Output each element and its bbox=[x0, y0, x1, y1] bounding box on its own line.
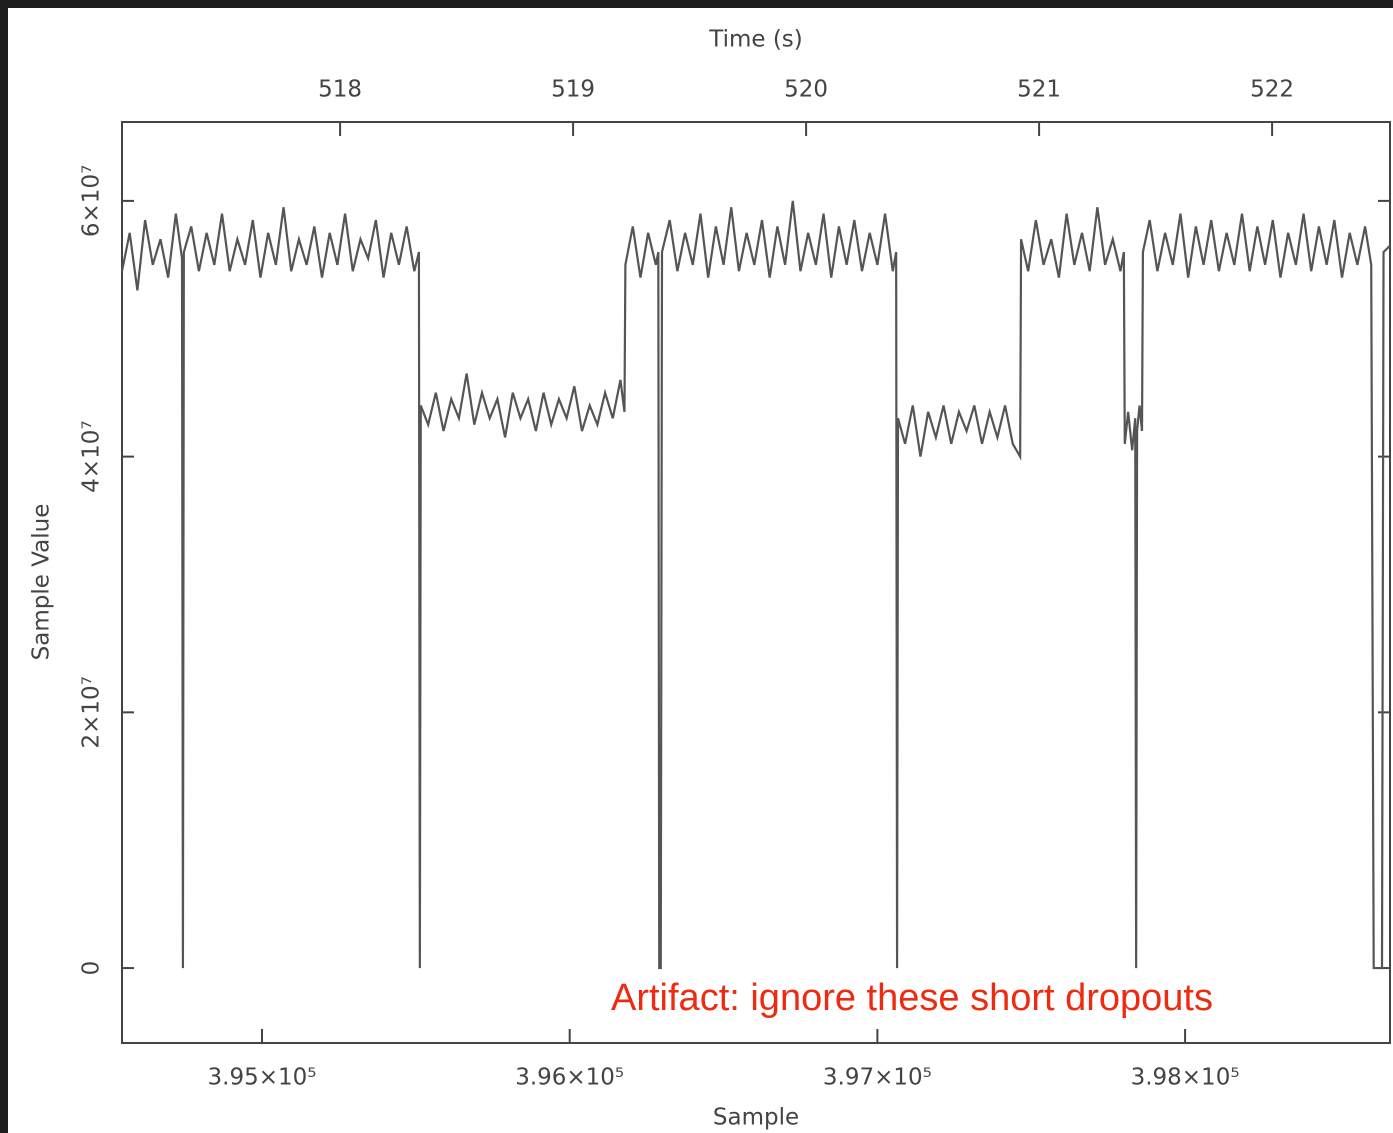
x-tick-label: 3.97×10⁵ bbox=[823, 1065, 932, 1091]
annotation: Artifact: ignore these short dropouts bbox=[611, 977, 1213, 1019]
x2-tick-label: 522 bbox=[1250, 77, 1294, 103]
y-tick-label: 0 bbox=[79, 961, 105, 976]
x-tick-label: 3.95×10⁵ bbox=[208, 1065, 317, 1091]
y-tick-label: 2×10⁷ bbox=[79, 676, 105, 748]
x-tick-label: 3.96×10⁵ bbox=[515, 1065, 624, 1091]
x-axis-title: Sample bbox=[713, 1105, 799, 1131]
plot-frame bbox=[121, 121, 1391, 1044]
plot-background bbox=[8, 8, 1393, 1133]
x2-tick-label: 521 bbox=[1017, 77, 1061, 103]
signal-line bbox=[120, 200, 1391, 970]
y-axis-title: Sample Value bbox=[29, 504, 55, 661]
x2-tick-label: 519 bbox=[551, 77, 595, 103]
y-tick-label: 4×10⁷ bbox=[79, 420, 105, 492]
y-tick-label: 6×10⁷ bbox=[79, 165, 105, 237]
x-tick-label: 3.98×10⁵ bbox=[1131, 1065, 1240, 1091]
x2-axis-title: Time (s) bbox=[708, 27, 803, 53]
x2-tick-label: 518 bbox=[318, 77, 362, 103]
x2-tick-label: 520 bbox=[784, 77, 828, 103]
